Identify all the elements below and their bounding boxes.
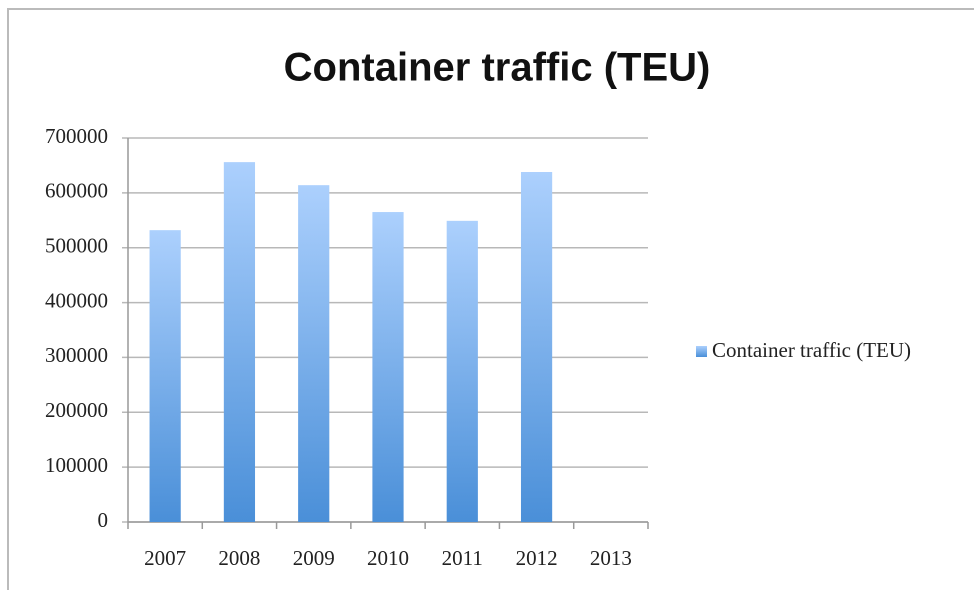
y-tick-label: 500000 (45, 234, 108, 258)
x-tick-label: 2009 (293, 546, 335, 570)
x-tick-label: 2013 (590, 546, 632, 570)
y-tick-label: 200000 (45, 398, 108, 422)
chart-title: Container traffic (TEU) (284, 46, 711, 90)
legend-swatch (696, 346, 707, 357)
y-tick-label: 300000 (45, 343, 108, 367)
x-tick-label: 2010 (367, 546, 409, 570)
bar (520, 172, 553, 523)
y-tick-label: 700000 (45, 124, 108, 148)
y-tick-label: 0 (98, 508, 109, 532)
legend-label: Container traffic (TEU) (712, 338, 911, 362)
x-tick-label: 2011 (442, 546, 483, 570)
bar (446, 220, 478, 522)
bar (372, 212, 404, 523)
y-tick-label: 400000 (45, 288, 108, 312)
x-tick-label: 2007 (144, 546, 186, 570)
y-tick-label: 600000 (45, 179, 108, 203)
x-tick-label: 2008 (218, 546, 260, 570)
bar (223, 162, 256, 522)
bar (149, 230, 181, 522)
chart-frame (7, 8, 974, 590)
bar (298, 185, 330, 523)
y-tick-label: 100000 (45, 453, 108, 477)
x-tick-label: 2012 (516, 546, 558, 570)
